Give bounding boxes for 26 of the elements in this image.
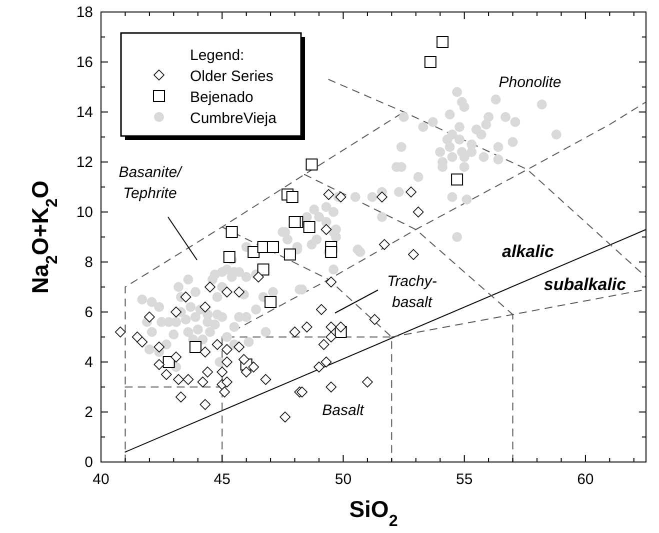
y-tick-label: 10: [76, 204, 93, 221]
y-tick-label: 12: [76, 154, 93, 171]
y-tick-label: 14: [76, 104, 93, 121]
y-tick-label: 6: [84, 304, 93, 321]
x-tick-label: 40: [92, 471, 110, 488]
annotation: Basanite/ Tephrite: [118, 164, 184, 202]
x-tick-label: 45: [214, 471, 230, 488]
legend-label: CumbreVieja: [190, 110, 278, 127]
annotation: Phonolite: [498, 74, 562, 91]
y-tick-label: 8: [84, 254, 93, 271]
annotation: Trachy- basalt: [387, 273, 437, 311]
x-tick-label: 50: [334, 471, 352, 488]
legend-title: Legend:: [190, 47, 244, 64]
annotation: subalkalic: [544, 275, 627, 294]
legend-label: Older Series: [190, 68, 274, 85]
x-axis-title: SiO$_{2}$: [349, 496, 398, 530]
annotation: alkalic: [502, 242, 555, 261]
y-tick-label: 18: [76, 4, 93, 21]
legend-label: Bejenado: [190, 89, 254, 106]
y-tick-label: 16: [76, 54, 93, 71]
x-tick-label: 55: [456, 471, 473, 488]
x-tick-label: 60: [577, 471, 594, 488]
y-tick-label: 2: [84, 404, 93, 421]
y-tick-label: 0: [84, 454, 93, 471]
y-tick-label: 4: [84, 354, 93, 371]
annotation: Basalt: [322, 402, 365, 419]
